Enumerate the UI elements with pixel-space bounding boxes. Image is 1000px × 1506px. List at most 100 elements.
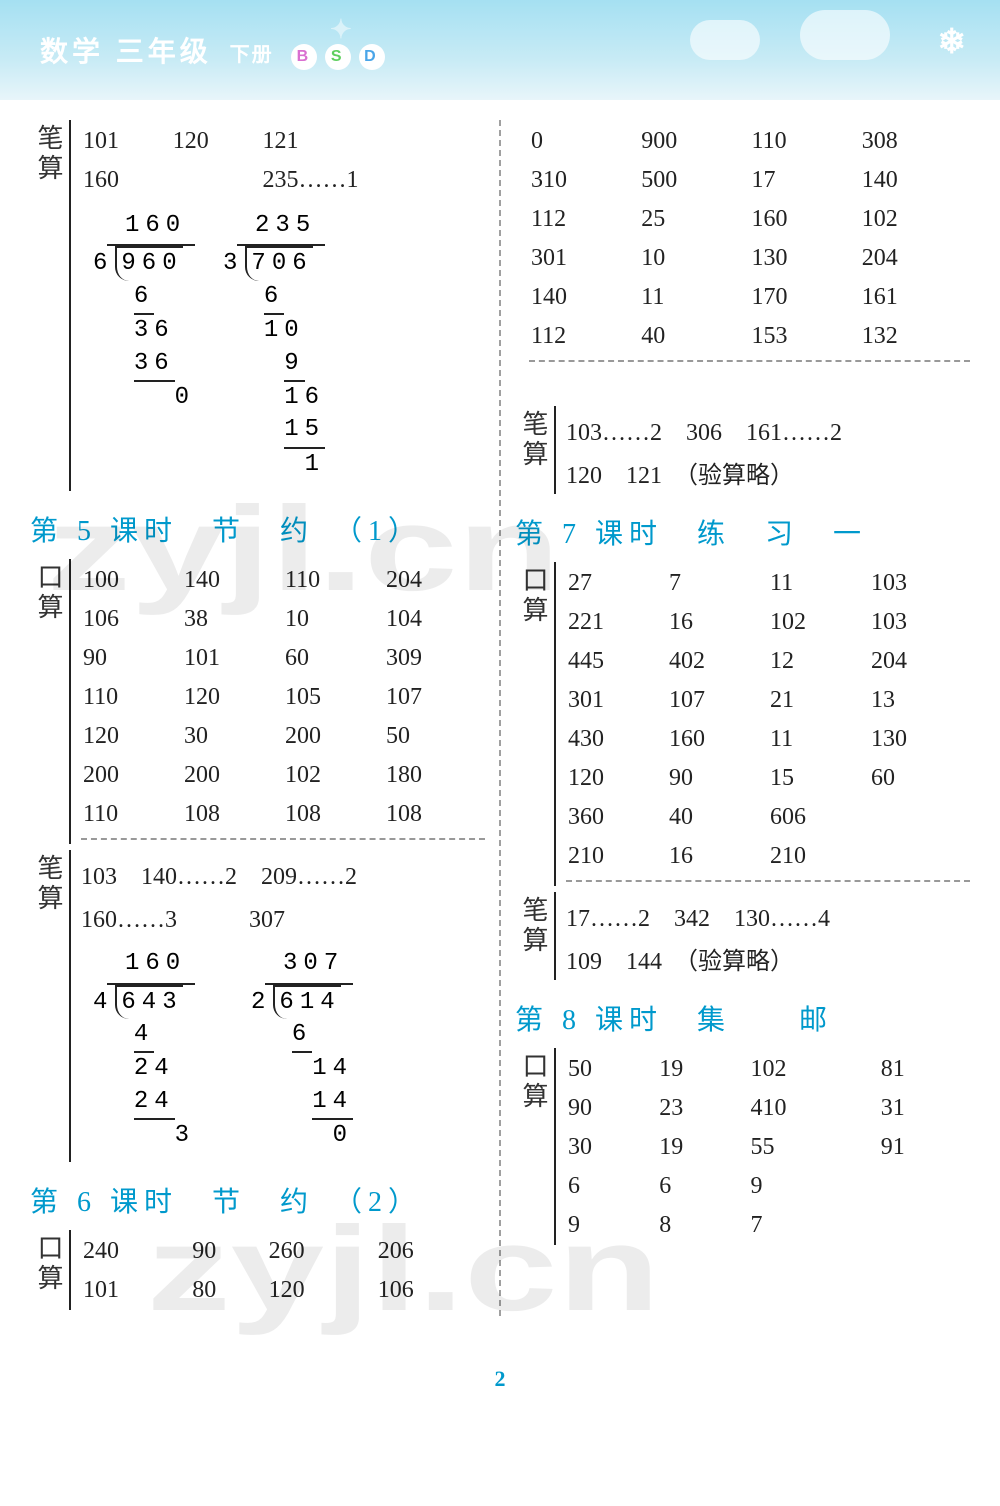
right-top-block: 0900110308310500171401122516010230110130… (515, 120, 970, 400)
cell: 105 (283, 678, 384, 717)
cell: 21 (768, 681, 869, 720)
cell: 430 (566, 720, 667, 759)
cell (869, 798, 970, 837)
lesson8-title: 第 8 课时 集 邮 (515, 998, 970, 1038)
volume: 下册 (230, 44, 274, 66)
snowflake-icon: ✦ (330, 14, 356, 45)
cell: 40 (639, 317, 749, 356)
separator (81, 838, 485, 840)
long-division: 235 3706 6 10 9 16 15 1 (223, 210, 325, 481)
cell: 107 (384, 678, 485, 717)
cell: 120 (566, 759, 667, 798)
subject: 数学 (40, 36, 104, 67)
cell: 11 (768, 720, 869, 759)
cell: 13 (869, 681, 970, 720)
cell: 90 (566, 1089, 657, 1128)
cell: 606 (768, 798, 869, 837)
cell: 91 (879, 1128, 970, 1167)
cell: 206 (376, 1232, 485, 1271)
cell: 310 (529, 161, 639, 200)
written-line: 103 140……2 209……2 (81, 852, 485, 895)
cell: 60 (869, 759, 970, 798)
cell: 103 (869, 564, 970, 603)
cell: 410 (748, 1089, 878, 1128)
lesson6-mental-grid: 2409026020610180120106 (81, 1232, 485, 1310)
cell: 60 (283, 639, 384, 678)
cell: 210 (768, 837, 869, 876)
cell: 120 (182, 678, 283, 717)
cell: 90 (190, 1232, 266, 1271)
lesson8-mental-grid: 50191028190234103130195591669987 (566, 1050, 970, 1245)
cell: 108 (182, 795, 283, 834)
separator (566, 880, 970, 882)
cell: 153 (750, 317, 860, 356)
cell: 900 (639, 122, 749, 161)
cell: 260 (267, 1232, 376, 1271)
cell: 30 (566, 1128, 657, 1167)
cell: 210 (566, 837, 667, 876)
top-written-block: 笔算 101120121 160235……1 160 6960 6 36 36 … (30, 120, 485, 491)
cell: 15 (768, 759, 869, 798)
cell: 204 (384, 561, 485, 600)
cell: 110 (750, 122, 860, 161)
cell: 23 (657, 1089, 748, 1128)
cell: 160 (750, 200, 860, 239)
cell: 6 (566, 1167, 657, 1206)
right-top-written: 笔算 103……2 306 161……2 120 121 （验算略） (515, 406, 970, 494)
lesson7-title: 第 7 课时 练 习 一 (515, 512, 970, 552)
cell: 308 (860, 122, 970, 161)
right-top-grid: 0900110308310500171401122516010230110130… (529, 122, 970, 356)
separator (529, 360, 970, 362)
cell: 7 (748, 1206, 878, 1245)
cell: 204 (869, 642, 970, 681)
cell: 16 (667, 837, 768, 876)
label-written: 笔算 (515, 892, 556, 980)
lesson8-mental: 口算 50191028190234103130195591669987 (515, 1048, 970, 1245)
cell: 81 (879, 1050, 970, 1089)
cell: 102 (283, 756, 384, 795)
label-mental: 口算 (515, 1048, 556, 1245)
lesson6-mental: 口算 2409026020610180120106 (30, 1230, 485, 1310)
lesson7-mental-grid: 2771110322116102103445402122043011072113… (566, 564, 970, 876)
cell: 50 (384, 717, 485, 756)
cell: 170 (750, 278, 860, 317)
cell: 107 (667, 681, 768, 720)
cell: 102 (748, 1050, 878, 1089)
label-mental: 口算 (30, 559, 71, 844)
cell: 140 (529, 278, 639, 317)
cell: 19 (657, 1128, 748, 1167)
badge-d: D (359, 44, 385, 70)
long-division: 160 4643 4 24 24 3 (93, 948, 195, 1152)
cell: 55 (748, 1128, 878, 1167)
cell: 204 (860, 239, 970, 278)
cell: 10 (283, 600, 384, 639)
cell: 106 (376, 1271, 485, 1310)
label-mental: 口算 (515, 562, 556, 886)
cell: 160 (667, 720, 768, 759)
written-line: 17……2 342 130……4 (566, 894, 970, 937)
label-written: 笔算 (30, 120, 71, 491)
cell: 16 (667, 603, 768, 642)
cell (879, 1206, 970, 1245)
column-divider (499, 120, 501, 1316)
right-column: 0900110308310500171401122516010230110130… (515, 120, 970, 1316)
cell: 11 (639, 278, 749, 317)
label-written: 笔算 (515, 406, 556, 494)
cell: 9 (748, 1167, 878, 1206)
cell: 19 (657, 1050, 748, 1089)
cell: 130 (750, 239, 860, 278)
cell: 200 (283, 717, 384, 756)
cell: 110 (283, 561, 384, 600)
cell: 402 (667, 642, 768, 681)
cell: 80 (190, 1271, 266, 1310)
cell: 30 (182, 717, 283, 756)
cell: 103 (869, 603, 970, 642)
badge-s: S (325, 44, 351, 70)
badge-b: B (291, 44, 317, 70)
cell: 445 (566, 642, 667, 681)
cell: 112 (529, 200, 639, 239)
cell: 360 (566, 798, 667, 837)
label-mental: 口算 (30, 1230, 71, 1310)
snowflake-icon: ❄ (938, 22, 971, 62)
cell: 130 (869, 720, 970, 759)
